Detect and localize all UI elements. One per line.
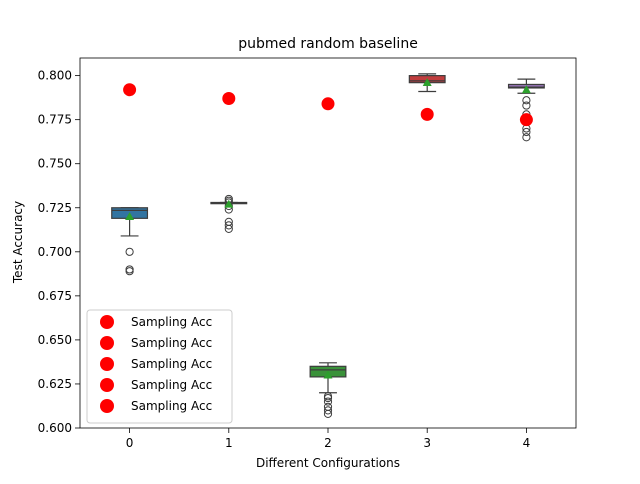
x-tick-label: 1 (225, 436, 233, 450)
x-tick-label: 4 (523, 436, 531, 450)
x-axis-label: Different Configurations (256, 456, 400, 470)
y-tick-label: 0.775 (38, 113, 72, 127)
y-tick-label: 0.800 (38, 69, 72, 83)
sampling-acc-point (519, 113, 533, 127)
sampling-acc-point (222, 92, 236, 106)
legend-label: Sampling Acc (131, 378, 212, 392)
mean-marker (521, 85, 531, 94)
x-tick-label: 3 (423, 436, 431, 450)
mean-marker (422, 78, 432, 87)
mean-marker (125, 212, 135, 220)
sampling-acc-point (123, 83, 137, 97)
legend-marker (100, 357, 114, 371)
legend-label: Sampling Acc (131, 315, 212, 329)
x-tick-label: 0 (126, 436, 134, 450)
y-tick-label: 0.625 (38, 377, 72, 391)
y-tick-label: 0.750 (38, 157, 72, 171)
legend-marker (100, 315, 114, 329)
mean-marker (323, 370, 333, 379)
legend-marker (100, 378, 114, 392)
plot-area: 0.600 0.625 0.650 0.675 0.700 0.725 0.750 0.775… (38, 57, 577, 450)
sampling-acc-point (321, 97, 335, 111)
box-outlier (323, 406, 333, 415)
box-outlier (323, 393, 333, 403)
legend-label: Sampling Acc (131, 357, 212, 371)
box-outlier (522, 127, 531, 137)
y-tick-label: 0.650 (38, 333, 72, 347)
box-outlier (323, 409, 333, 419)
chart-title: pubmed random baseline (238, 36, 418, 52)
sampling-acc-point (420, 107, 434, 121)
legend-marker (100, 399, 114, 413)
axes-frame (79, 57, 577, 429)
box-outlier (224, 224, 233, 234)
legend-label: Sampling Acc (131, 336, 212, 350)
box-outlier (224, 221, 233, 230)
y-tick-label: 0.600 (38, 421, 72, 435)
mean-marker (224, 199, 234, 208)
legend-frame (86, 309, 233, 424)
box-outlier (522, 101, 531, 110)
legend: Sampling Acc Sampling Acc Sampling Acc Samp… (86, 309, 233, 424)
y-tick-label: 0.725 (38, 201, 72, 215)
box-outlier (125, 267, 134, 276)
y-tick-label: 0.700 (38, 245, 72, 259)
box-outlier (323, 397, 333, 406)
box-outlier (522, 96, 531, 105)
box-outlier (522, 133, 531, 142)
y-axis-label: Test Accuracy (11, 201, 25, 284)
y-tick-label: 0.675 (38, 289, 72, 303)
legend-label: Sampling Acc (131, 399, 212, 413)
x-tick-label: 2 (324, 436, 332, 450)
legend-marker (100, 336, 114, 350)
box-outlier (125, 247, 134, 256)
